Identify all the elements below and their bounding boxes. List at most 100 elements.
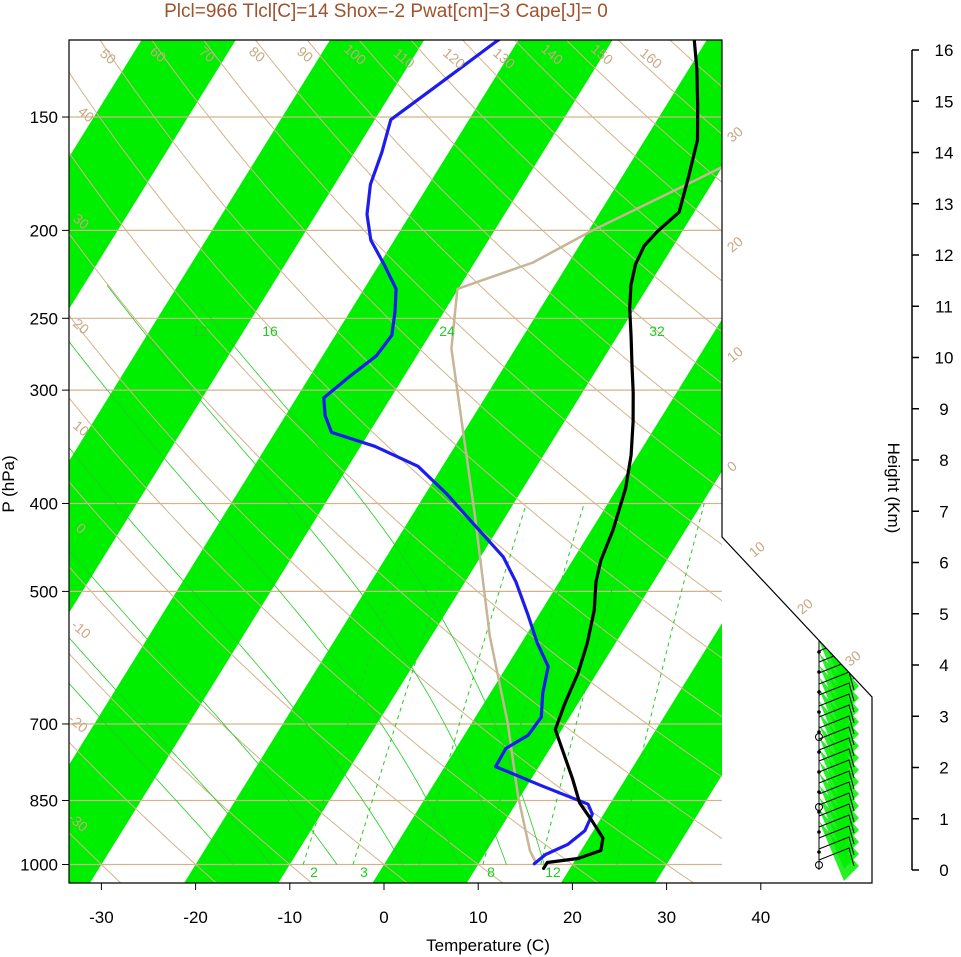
height-tick-label: 15 — [935, 92, 954, 111]
chart-header: Plcl=966 Tlcl[C]=14 Shox=-2 Pwat[cm]=3 C… — [164, 1, 608, 22]
wind-dot — [817, 350, 821, 354]
wind-barb — [780, 197, 820, 221]
mixing-ratio-line — [540, 503, 637, 865]
moist-adiabat-label: 16 — [262, 323, 278, 339]
theta-right-label: 30 — [842, 647, 864, 669]
temperature-tick-label: 40 — [751, 908, 770, 927]
height-tick-label: 10 — [935, 349, 954, 368]
wind-barb — [780, 254, 820, 278]
theta-right-label: 20 — [794, 595, 816, 617]
wind-barb — [780, 501, 820, 525]
moist-adiabat — [69, 637, 272, 865]
moist-adiabat-label: 24 — [439, 323, 455, 339]
wind-dot — [817, 430, 821, 434]
wind-barb — [780, 102, 820, 126]
moist-adiabat — [69, 549, 338, 865]
wind-barb — [780, 64, 820, 88]
wind-barb — [780, 83, 820, 107]
wind-barb — [780, 406, 820, 430]
mixing-ratio-label: 12 — [545, 864, 561, 880]
isotherm-band — [69, 40, 236, 310]
isotherm-band — [184, 40, 722, 883]
wind-dot — [817, 310, 821, 314]
wind-barb — [780, 539, 820, 563]
wind-barb — [780, 216, 820, 240]
moist-adiabat-label: 32 — [649, 323, 665, 339]
temperature-tick-label: -20 — [183, 908, 208, 927]
parcel-curve — [450, 165, 722, 864]
height-tick-label: 13 — [935, 195, 954, 214]
wind-shading — [819, 641, 859, 701]
pressure-tick-label: 700 — [30, 715, 58, 734]
wind-dot — [817, 470, 821, 474]
wind-dot — [817, 850, 821, 854]
wind-dot — [817, 390, 821, 394]
wind-barb — [780, 482, 820, 506]
height-tick-label: 11 — [935, 297, 953, 316]
wind-circle — [815, 861, 823, 869]
dry-adiabat — [99, 40, 722, 659]
height-tick-label: 12 — [935, 246, 954, 265]
wind-barb — [780, 425, 820, 449]
wind-barb — [780, 311, 820, 335]
wind-dot — [817, 250, 821, 254]
wind-dot — [817, 230, 821, 234]
y-axis-label: P (hPa) — [0, 455, 18, 512]
wind-dot — [817, 790, 821, 794]
height-tick-label: 8 — [939, 451, 948, 470]
dry-adiabat — [69, 652, 313, 883]
wind-circle — [815, 181, 823, 189]
wind-shading — [819, 713, 859, 773]
wind-shading — [819, 725, 859, 785]
wind-barb — [780, 558, 820, 582]
wind-shading — [819, 761, 859, 821]
wind-barb — [780, 273, 820, 297]
pressure-tick-label: 200 — [30, 221, 58, 240]
wind-circle — [815, 803, 823, 811]
mixing-ratio-lines — [302, 503, 705, 865]
mixing-ratio-label: 2 — [310, 864, 318, 880]
pressure-tick-label: 300 — [30, 381, 58, 400]
theta-right-label: 10 — [724, 343, 746, 365]
moist-adiabat — [106, 285, 507, 865]
wind-barb — [818, 682, 855, 702]
wind-circle — [815, 533, 823, 541]
isotherm-band — [69, 40, 425, 613]
mixing-ratio-line — [418, 503, 527, 865]
theta-right-label: 10 — [746, 538, 768, 560]
wind-dot — [817, 190, 821, 194]
wind-barb — [818, 803, 855, 823]
wind-barb — [780, 178, 820, 202]
wind-barb — [780, 159, 820, 183]
dry-adiabat — [69, 151, 722, 778]
wind-shading — [819, 785, 859, 845]
temperature-tick-label: 20 — [563, 908, 582, 927]
wind-barb — [780, 330, 820, 354]
wind-barb — [818, 825, 855, 845]
pressure-tick-label: 850 — [30, 791, 58, 810]
wind-dot — [817, 370, 821, 374]
wind-dot — [817, 170, 821, 174]
temperature-tick-label: -10 — [278, 908, 303, 927]
wind-dot — [817, 590, 821, 594]
wind-dot — [817, 210, 821, 214]
plot-border — [68, 39, 873, 884]
wind-barb — [818, 726, 855, 746]
wind-dot — [817, 70, 821, 74]
dry-adiabat — [69, 397, 600, 883]
wind-circle — [815, 284, 823, 292]
dry-adiabat — [69, 232, 722, 840]
wind-dot — [817, 450, 821, 454]
mixing-ratio-line — [482, 503, 585, 865]
height-tick-label: 6 — [939, 554, 948, 573]
wind-dot — [817, 490, 821, 494]
dry-adiabat — [410, 40, 722, 333]
temperature-tick-label: -30 — [89, 908, 114, 927]
wind-dot — [817, 130, 821, 134]
mixing-ratio-label: 3 — [360, 864, 368, 880]
height-tick-label: 7 — [939, 502, 948, 521]
wind-barb — [780, 444, 820, 468]
wind-barb — [818, 627, 855, 647]
temperature-curve — [541, 40, 700, 871]
